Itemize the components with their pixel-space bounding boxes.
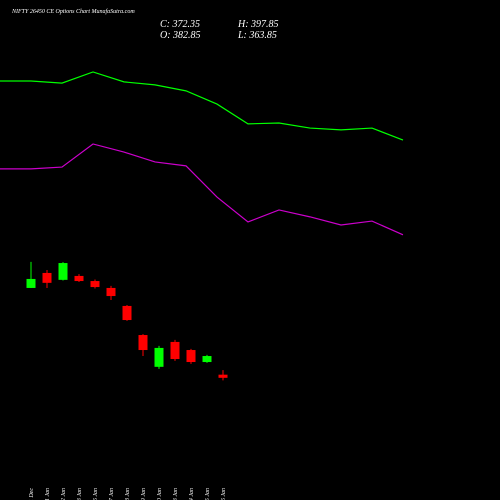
candle-body [58,263,68,280]
open-label: O: 382.85 [160,30,201,41]
x-tick-label: 15 Jan [205,488,211,500]
candle-body [186,350,196,363]
x-tick-label: 01 Jan [45,488,51,500]
x-tick-label: 31 Dec [29,488,35,500]
x-tick-label: 16 Jan [221,488,227,500]
x-tick-label: 08 Jan [125,488,131,500]
candle-body [90,281,100,288]
candle-body [42,272,52,283]
candle-body [170,341,180,360]
x-tick-label: 13 Jan [173,488,179,500]
candle-body [154,347,164,367]
indicator-line [0,143,404,236]
candle-body [138,335,148,351]
candle-body [106,287,116,297]
candle-body [74,275,84,282]
high-label: H: 397.85 [237,19,279,30]
x-tick-label: 07 Jan [109,488,115,500]
low-label: L: 363.85 [237,30,277,41]
close-label: C: 372.35 [160,19,200,30]
candle-body [122,305,132,321]
x-tick-label: 06 Jan [93,488,99,500]
x-tick-label: 14 Jan [188,488,195,500]
x-tick-label: 10 Jan [157,488,163,500]
candle-body [26,278,36,288]
x-tick-label: 02 Jan [61,488,67,500]
candle-body [218,374,228,378]
candle-body [202,356,212,363]
chart-title: NIFTY 26450 CE Options Chart MunafaSutra… [11,8,135,15]
indicator-line [0,71,404,141]
x-tick-label: 03 Jan [77,488,83,500]
x-tick-label: 09 Jan [141,488,147,500]
